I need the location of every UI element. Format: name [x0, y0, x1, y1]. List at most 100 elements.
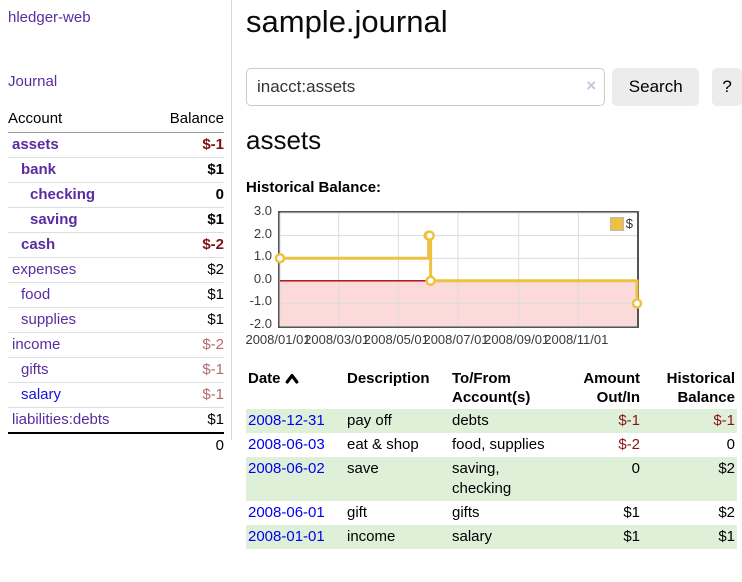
transaction-balance: $1	[718, 528, 735, 545]
transaction-accounts: salary	[452, 528, 493, 545]
register-row: 2008-06-02 save saving, checking 0 $2	[246, 457, 737, 501]
register-header-accounts: To/From Account(s)	[452, 370, 531, 406]
transaction-date-link[interactable]: 2008-06-03	[248, 436, 325, 453]
transaction-amount: $1	[623, 504, 640, 521]
transaction-date-link[interactable]: 2008-12-31	[248, 412, 325, 429]
chart-plot-area: $	[274, 211, 643, 328]
account-link[interactable]: assets	[12, 136, 59, 153]
accounts-header-account: Account	[8, 108, 149, 133]
transaction-amount: $-2	[618, 436, 640, 453]
register-header-date[interactable]: Date	[246, 367, 345, 409]
account-row-gifts: gifts $-1	[8, 357, 224, 383]
account-link[interactable]: checking	[30, 186, 96, 203]
transaction-description: save	[347, 460, 379, 477]
x-axis-tick-label: 2008/01/01	[245, 332, 311, 347]
x-axis-tick-label: 2008/05/01	[363, 332, 429, 347]
transaction-amount: 0	[631, 460, 640, 477]
account-row-supplies: supplies $1	[8, 307, 224, 333]
transaction-accounts: saving, checking	[452, 460, 512, 497]
balance-line-chart	[274, 212, 643, 327]
y-axis-tick-label: -2.0	[249, 316, 272, 331]
y-axis-tick-label: 0.0	[253, 270, 272, 286]
account-row-cash: cash $-2	[8, 232, 224, 258]
account-link[interactable]: liabilities:debts	[12, 411, 110, 428]
transaction-amount: $1	[623, 528, 640, 545]
transaction-description: eat & shop	[347, 436, 419, 453]
sidebar-item-journal[interactable]: Journal	[8, 73, 58, 90]
account-row-food: food $1	[8, 282, 224, 308]
account-link[interactable]: saving	[30, 211, 78, 228]
accounts-total-row: 0	[8, 432, 224, 458]
account-row-saving: saving $1	[8, 207, 224, 233]
account-link[interactable]: bank	[21, 161, 57, 178]
y-axis-tick-label: -1.0	[249, 293, 272, 309]
register-header-description: Description	[347, 370, 430, 387]
account-link[interactable]: salary	[21, 386, 62, 403]
account-balance: $1	[148, 157, 224, 183]
page-title: sample.journal	[246, 4, 448, 39]
main-content: sample.journal × Search ? assets Histori…	[245, 0, 742, 549]
register-table: Date Description To/From Account(s) Amou…	[246, 367, 737, 549]
account-link[interactable]: cash	[21, 236, 56, 253]
account-balance: $-1	[202, 136, 224, 153]
transaction-description: gift	[347, 504, 368, 521]
x-axis-tick-label: 2008/07/01	[423, 332, 489, 347]
x-axis-tick-label: 2008/09/01	[484, 332, 550, 347]
y-axis-tick-label: 1.0	[253, 248, 272, 264]
transaction-balance: $2	[718, 460, 735, 477]
accounts-total-balance: 0	[148, 432, 224, 458]
clear-search-icon[interactable]: ×	[586, 76, 597, 95]
transaction-description: income	[347, 528, 396, 545]
transaction-accounts: debts	[452, 412, 489, 429]
transaction-balance: 0	[726, 436, 735, 453]
transaction-balance: $2	[718, 504, 735, 521]
x-axis-tick-label: 2008/11/01	[544, 332, 609, 347]
transaction-accounts: food, supplies	[452, 436, 545, 453]
accounts-header-balance: Balance	[148, 108, 224, 133]
transaction-description: pay off	[347, 412, 392, 429]
account-link[interactable]: gifts	[21, 361, 49, 378]
account-row-checking: checking 0	[8, 182, 224, 208]
account-balance: $-2	[148, 232, 224, 258]
transaction-date-link[interactable]: 2008-06-01	[248, 504, 325, 521]
accounts-header-row: Account Balance	[8, 108, 224, 133]
sidebar: hledger-web Journal Account Balance asse…	[0, 0, 232, 458]
y-axis-tick-label: 2.0	[253, 225, 272, 241]
y-axis-tick-label: 3.0	[253, 203, 272, 218]
chart-legend: $	[608, 216, 634, 231]
account-balance: $1	[148, 407, 224, 433]
account-balance: $-2	[148, 332, 224, 358]
search-input[interactable]	[246, 68, 606, 106]
transaction-date-link[interactable]: 2008-01-01	[248, 528, 325, 545]
account-link[interactable]: food	[21, 286, 51, 303]
sort-ascending-icon	[285, 374, 298, 384]
transaction-accounts: gifts	[452, 504, 480, 521]
account-balance: 0	[148, 182, 224, 208]
legend-swatch-icon	[609, 216, 624, 231]
account-link[interactable]: income	[12, 336, 61, 353]
historical-balance-chart: $ 3.0 2.0 1.0 0.0 -1.0 -2.0 2008/01/01 2008/03/…	[245, 203, 742, 349]
account-balance: $-1	[148, 357, 224, 383]
account-row-assets: assets $-1	[8, 133, 224, 158]
account-link[interactable]: supplies	[21, 311, 77, 328]
register-row: 2008-12-31 pay off debts $-1 $-1	[246, 409, 737, 433]
search-form: × Search ?	[246, 68, 742, 106]
account-balance: $1	[148, 207, 224, 233]
accounts-table: Account Balance assets $-1 bank $1 check…	[8, 108, 224, 458]
account-balance: $1	[148, 282, 224, 308]
brand-link[interactable]: hledger-web	[8, 9, 91, 26]
register-row: 2008-06-03 eat & shop food, supplies $-2…	[246, 433, 737, 457]
account-balance: $2	[148, 257, 224, 283]
account-balance: $-1	[148, 382, 224, 408]
account-heading: assets	[246, 125, 322, 155]
account-link[interactable]: expenses	[12, 261, 77, 278]
register-row: 2008-01-01 income salary $1 $1	[246, 525, 737, 549]
transaction-amount: $-1	[618, 412, 640, 429]
transaction-balance: $-1	[713, 412, 735, 429]
register-header-row: Date Description To/From Account(s) Amou…	[246, 367, 737, 409]
legend-label: $	[625, 216, 633, 231]
x-axis-tick-label: 2008/03/01	[304, 332, 370, 347]
search-button[interactable]: Search	[612, 68, 700, 106]
transaction-date-link[interactable]: 2008-06-02	[248, 460, 325, 477]
help-button[interactable]: ?	[712, 68, 742, 106]
